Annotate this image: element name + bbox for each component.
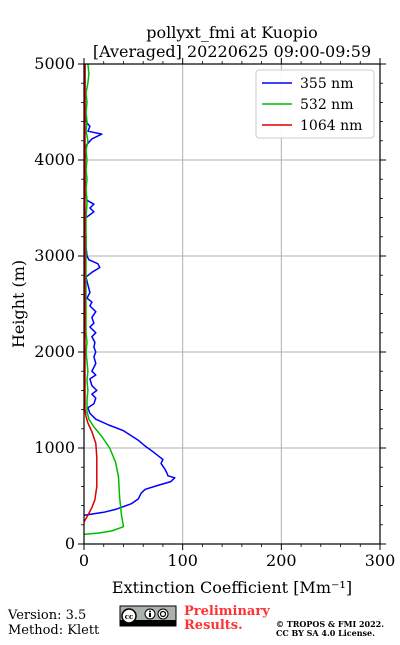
chart-title-line2: [Averaged] 20220625 09:00-09:59 [93,42,371,61]
legend-label: 532 nm [300,97,353,113]
legend: 355 nm 532 nm 1064 nm [255,69,375,139]
chart-title-line1: pollyxt_fmi at Kuopio [146,23,317,42]
x-tick-label: 0 [79,551,89,570]
cc-by-sa-badge: cc [119,605,177,627]
y-axis-label: Height (m) [9,260,28,348]
plot-frame [83,63,381,545]
y-tick-label: 3000 [34,246,75,265]
copyright-text-line2: CC BY SA 4.0 License. [276,628,375,638]
series-line-1064-nm [83,64,98,523]
grid-lines [84,64,380,544]
y-tick-label: 4000 [34,150,75,169]
preliminary-text-line1: Preliminary [184,604,270,619]
method-text: Method: Klett [8,623,100,638]
y-tick-label: 1000 [34,438,75,457]
version-text: Version: 3.5 [7,608,86,623]
svg-text:cc: cc [125,612,134,621]
y-tick-label: 5000 [34,54,75,73]
series-line-532-nm [83,63,125,536]
legend-label: 1064 nm [300,118,362,134]
legend-label: 355 nm [300,76,353,92]
x-tick-label: 300 [365,551,396,570]
x-tick-label: 200 [266,551,297,570]
x-axis-label: Extinction Coefficient [Mm⁻¹] [112,578,352,597]
x-tick-label: 100 [167,551,198,570]
series-lines [83,63,176,536]
y-tick-label: 0 [65,534,75,553]
legend-box [255,69,375,139]
y-tick-label: 2000 [34,342,75,361]
axes [83,63,381,545]
copyright-text-line1: © TROPOS & FMI 2022. [276,619,384,629]
preliminary-text-line2: Results. [184,618,243,633]
